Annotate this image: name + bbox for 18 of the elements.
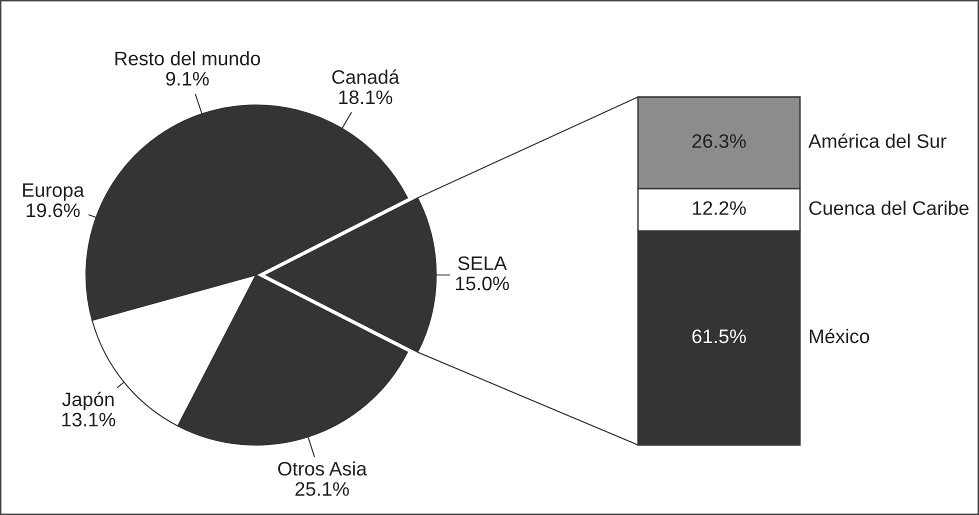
series-label: Cuenca del Caribe <box>809 200 969 215</box>
slice-label: SELA <box>458 256 507 270</box>
slice-label: Japón <box>62 392 114 410</box>
series-label: América del Sur <box>808 133 946 148</box>
data-label: 18.1% <box>339 90 392 104</box>
slice-label: Resto del mundo <box>115 51 260 66</box>
data-label: 19.6% <box>26 203 80 218</box>
data-label: 25.1% <box>295 482 349 496</box>
data-label: 12.2% <box>692 201 746 215</box>
data-label: 26.3% <box>692 134 746 148</box>
slice-label: Canadá <box>332 69 400 84</box>
series-label: México <box>810 328 870 344</box>
slice-label: Europa <box>23 183 84 201</box>
data-label: 13.1% <box>62 412 116 426</box>
data-label: 15.0% <box>456 276 509 290</box>
slice-label: Otros Asia <box>278 461 367 476</box>
data-label: 9.1% <box>166 72 209 86</box>
data-label: 61.5% <box>692 329 746 344</box>
